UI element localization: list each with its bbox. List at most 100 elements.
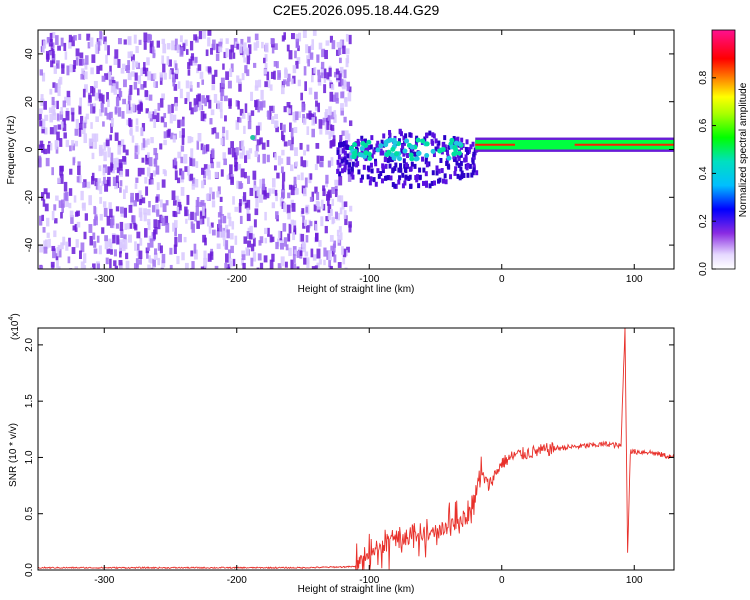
noise-cell <box>255 144 259 152</box>
onset-peak <box>367 156 373 162</box>
y-tick-label: 40 <box>24 48 35 60</box>
x-tick-label: -200 <box>227 575 247 586</box>
noise-cell <box>98 245 102 255</box>
noise-cell <box>264 227 268 235</box>
noise-cell <box>259 236 264 244</box>
noise-cell <box>274 189 278 196</box>
noise-cell <box>296 266 300 269</box>
noise-cell <box>115 96 120 107</box>
noise-cell <box>331 216 335 225</box>
noise-cell <box>283 32 286 40</box>
noise-cell <box>163 139 167 146</box>
onset-cell <box>466 162 470 168</box>
noise-cell <box>121 63 126 69</box>
noise-cell <box>125 252 129 260</box>
noise-cell <box>80 115 84 124</box>
noise-cell <box>311 39 314 45</box>
noise-cell <box>330 124 335 131</box>
noise-cell <box>234 152 238 160</box>
noise-cell <box>51 167 54 176</box>
onset-peak <box>409 156 415 162</box>
figure-title: C2E5.2026.095.18.44.G29 <box>273 2 440 18</box>
noise-cell <box>322 185 325 191</box>
noise-cell <box>127 95 131 105</box>
noise-cell <box>216 43 220 54</box>
noise-cell <box>220 137 224 146</box>
noise-cell <box>312 30 317 36</box>
noise-cell <box>222 63 225 70</box>
noise-cell <box>280 256 285 267</box>
onset-cell <box>391 167 395 173</box>
onset-cell <box>428 130 432 136</box>
onset-cell <box>355 152 359 158</box>
noise-cell <box>317 201 321 210</box>
onset-cell <box>415 153 419 159</box>
noise-cell <box>199 211 203 220</box>
onset-cell <box>357 141 361 147</box>
noise-cell <box>92 263 96 269</box>
noise-cell <box>113 249 117 257</box>
noise-cell <box>141 123 146 132</box>
noise-cell <box>150 267 154 269</box>
noise-cell <box>229 68 233 77</box>
noise-cell <box>318 42 323 50</box>
noise-cell <box>152 259 156 268</box>
noise-cell <box>203 179 206 185</box>
noise-cell <box>122 144 126 153</box>
noise-cell <box>232 196 235 205</box>
noise-cell <box>345 48 350 55</box>
noise-cell <box>108 202 112 210</box>
onset-cell <box>435 170 439 176</box>
noise-cell <box>349 205 353 212</box>
noise-cell <box>56 113 60 121</box>
noise-cell <box>217 212 221 218</box>
noise-cell <box>191 158 196 167</box>
noise-cell <box>334 179 338 186</box>
noise-cell <box>320 216 324 227</box>
noise-cell <box>104 107 108 116</box>
onset-cell <box>455 160 459 166</box>
onset-cell <box>359 177 363 183</box>
onset-peak <box>409 144 415 150</box>
noise-cell <box>141 197 146 204</box>
noise-cell <box>69 64 74 73</box>
onset-cell <box>369 144 373 150</box>
noise-cell <box>324 49 328 60</box>
noise-cell <box>320 199 324 209</box>
onset-cell <box>437 178 441 184</box>
x-tick-label: -300 <box>94 575 114 586</box>
onset-cell <box>409 183 413 189</box>
noise-cell <box>144 177 148 184</box>
noise-cell <box>298 32 302 42</box>
onset-cell <box>398 128 402 134</box>
noise-cell <box>230 233 234 240</box>
noise-cell <box>243 236 248 244</box>
noise-cell <box>319 128 323 135</box>
noise-cell <box>117 59 121 68</box>
y-tick-label: 2.0 <box>24 337 35 351</box>
noise-cell <box>184 166 188 172</box>
noise-cell <box>305 235 309 243</box>
noise-cell <box>289 164 294 172</box>
noise-cell <box>51 105 56 114</box>
noise-cell <box>250 110 255 116</box>
x-tick-label: -100 <box>359 274 379 285</box>
noise-cell <box>318 240 322 247</box>
noise-cell <box>328 260 332 267</box>
noise-cell <box>295 38 300 49</box>
noise-cell <box>128 204 133 213</box>
noise-cell <box>169 247 173 255</box>
noise-cell <box>321 48 326 58</box>
onset-peak <box>383 142 389 148</box>
noise-cell <box>311 128 316 138</box>
noise-cell <box>322 188 326 197</box>
noise-cell <box>274 153 277 161</box>
noise-cell <box>230 176 234 185</box>
x-tick-label: -200 <box>227 274 247 285</box>
noise-cell <box>169 264 173 269</box>
noise-cell <box>219 38 223 45</box>
noise-cell <box>243 125 246 134</box>
noise-cell <box>303 188 307 197</box>
noise-cell <box>217 186 221 195</box>
onset-cell <box>394 162 398 168</box>
